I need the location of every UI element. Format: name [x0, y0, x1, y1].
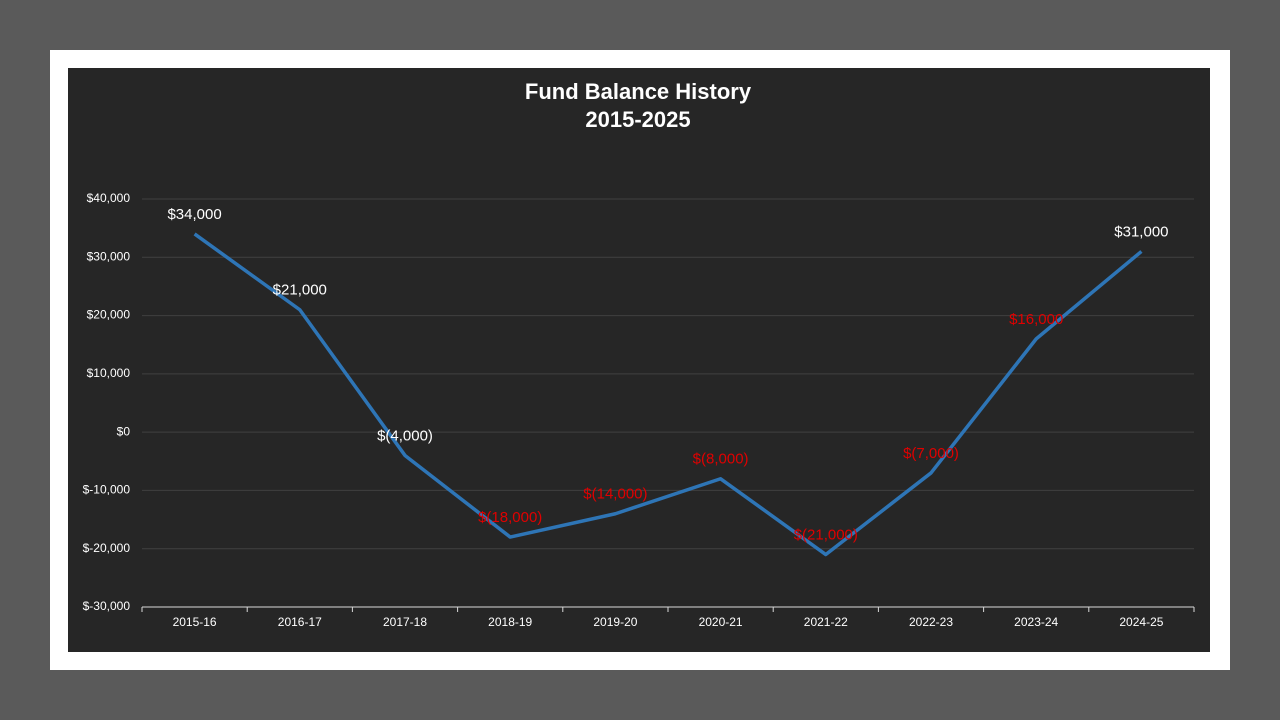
line — [193, 232, 1143, 557]
x-tick-label: 2015-16 — [173, 615, 217, 629]
value-label: $(18,000) — [478, 509, 542, 526]
value-label: $31,000 — [1114, 223, 1168, 240]
value-label: $(8,000) — [693, 451, 749, 468]
value-label: $(4,000) — [377, 427, 433, 444]
y-tick-label: $30,000 — [87, 249, 131, 263]
x-tick-label: 2019-20 — [593, 615, 637, 629]
y-tick-label: $40,000 — [87, 191, 131, 205]
x-tick-label: 2018-19 — [488, 615, 532, 629]
y-tick-label: $-30,000 — [83, 599, 131, 613]
value-label: $16,000 — [1009, 311, 1063, 328]
value-label: $34,000 — [167, 206, 221, 223]
x-tick-label: 2016-17 — [278, 615, 322, 629]
x-tick-label: 2024-25 — [1119, 615, 1163, 629]
x-tick-label: 2022-23 — [909, 615, 953, 629]
y-tick-label: $20,000 — [87, 308, 131, 322]
value-label: $(7,000) — [903, 445, 959, 462]
x-tick-label: 2021-22 — [804, 615, 848, 629]
x-tick-label: 2023-24 — [1014, 615, 1058, 629]
chart-title: Fund Balance History — [525, 79, 752, 104]
chart-subtitle: 2015-2025 — [585, 107, 690, 132]
x-tick-label: 2017-18 — [383, 615, 427, 629]
y-tick-label: $-10,000 — [83, 483, 131, 497]
value-label: $21,000 — [273, 282, 327, 299]
y-tick-label: $10,000 — [87, 366, 131, 380]
y-tick-label: $-20,000 — [83, 541, 131, 555]
chart-area — [68, 68, 1210, 652]
x-tick-label: 2020-21 — [699, 615, 743, 629]
value-label: $(14,000) — [583, 486, 647, 503]
value-label: $(21,000) — [794, 527, 858, 544]
y-tick-label: $0 — [117, 424, 131, 438]
